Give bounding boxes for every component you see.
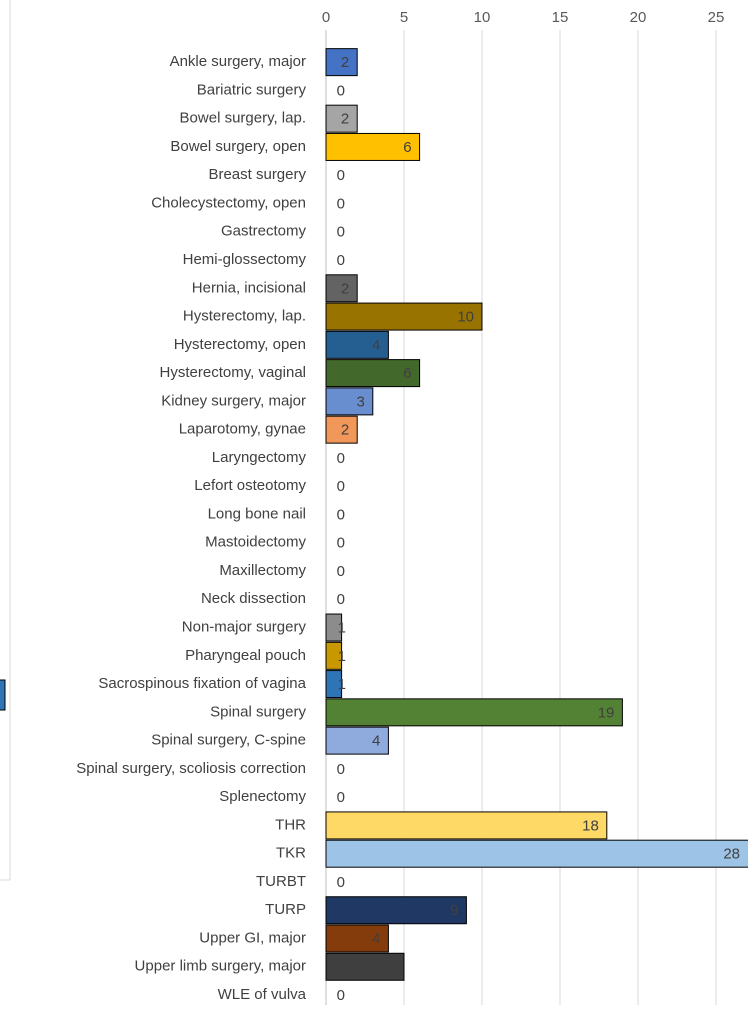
bar (325, 359, 421, 388)
x-tick-label: 5 (400, 9, 408, 26)
data-label: 4 (372, 733, 380, 750)
x-tick-label: 0 (322, 9, 330, 26)
data-label: 6 (403, 365, 411, 382)
data-label: 1 (338, 648, 346, 665)
data-label: 0 (337, 82, 345, 99)
y-tick-label: Cholecystectomy, open (151, 194, 306, 211)
y-tick-label: THR (275, 816, 306, 833)
y-tick-label: Kidney surgery, major (161, 392, 306, 409)
data-label: 9 (450, 902, 458, 919)
data-label: 0 (337, 167, 345, 184)
data-label: 0 (337, 535, 345, 552)
y-tick-label: Long bone nail (208, 505, 306, 522)
y-tick-label: Spinal surgery, C-spine (151, 732, 306, 749)
data-label: 6 (403, 139, 411, 156)
y-tick-label: Bariatric surgery (197, 81, 307, 98)
bar (325, 924, 389, 953)
y-tick-label: Sacrospinous fixation of vagina (98, 675, 306, 692)
x-tick-label: 15 (552, 9, 569, 26)
data-label: 2 (341, 54, 349, 71)
bar (325, 839, 748, 868)
x-tick-label: 10 (474, 9, 491, 26)
data-label: 0 (337, 506, 345, 523)
data-label: 28 (723, 846, 740, 863)
y-tick-label: Hernia, incisional (192, 279, 306, 296)
data-label: 0 (337, 874, 345, 891)
y-tick-label: Non-major surgery (182, 619, 307, 636)
data-label: 2 (341, 280, 349, 297)
data-label: 3 (356, 393, 364, 410)
bar (325, 302, 483, 331)
bar (325, 726, 389, 755)
y-tick-label: Ankle surgery, major (170, 53, 306, 70)
y-tick-label: Hemi-glossectomy (183, 251, 307, 268)
y-tick-label: TURP (265, 901, 306, 918)
y-tick-label: TURBT (256, 873, 306, 890)
data-label: 19 (598, 704, 615, 721)
data-label: 2 (341, 422, 349, 439)
y-tick-label: TKR (276, 845, 306, 862)
bar (325, 48, 358, 77)
data-label: 1 (338, 676, 346, 693)
data-label: 2 (341, 111, 349, 128)
y-tick-label: Hysterectomy, open (174, 336, 306, 353)
y-tick-label: Upper limb surgery, major (135, 958, 306, 975)
data-label: 4 (372, 930, 380, 947)
bar (325, 104, 358, 133)
data-label: 0 (337, 789, 345, 806)
y-tick-label: Gastrectomy (221, 223, 307, 240)
y-tick-label: Spinal surgery (210, 703, 306, 720)
data-label: 0 (337, 450, 345, 467)
y-tick-label: Maxillectomy (219, 562, 306, 579)
bar (325, 896, 467, 925)
data-label: 0 (337, 987, 345, 1004)
x-tick-label: 25 (708, 9, 725, 26)
data-label: 18 (582, 817, 599, 834)
y-tick-label: Bowel surgery, lap. (180, 110, 306, 127)
bar (325, 387, 374, 416)
data-label: 0 (337, 761, 345, 778)
y-tick-label: Laparotomy, gynae (179, 421, 306, 438)
data-label: 5 (388, 959, 396, 976)
y-tick-label: Breast surgery (208, 166, 306, 183)
y-tick-label: Pharyngeal pouch (185, 647, 306, 664)
data-label: 0 (337, 563, 345, 580)
data-label: 0 (337, 252, 345, 269)
y-tick-label: Laryngectomy (212, 449, 307, 466)
bar (325, 698, 623, 727)
y-tick-label: Hysterectomy, vaginal (160, 364, 306, 381)
y-tick-label: Bowel surgery, open (170, 138, 306, 155)
x-tick-label: 20 (630, 9, 647, 26)
data-label: 0 (337, 195, 345, 212)
y-tick-label: Upper GI, major (199, 929, 306, 946)
data-label: 0 (337, 478, 345, 495)
bar (325, 415, 358, 444)
data-label: 0 (337, 224, 345, 241)
data-label: 1 (338, 620, 346, 637)
bar (325, 132, 421, 161)
y-tick-label: Hysterectomy, lap. (183, 308, 306, 325)
legend-fragment (0, 679, 6, 711)
bar (325, 670, 343, 699)
data-label: 10 (457, 309, 474, 326)
bar (325, 274, 358, 303)
data-label: 4 (372, 337, 380, 354)
y-tick-label: Lefort osteotomy (194, 477, 306, 494)
y-tick-label: Mastoidectomy (205, 534, 306, 551)
y-tick-label: Splenectomy (219, 788, 306, 805)
data-label: 0 (337, 591, 345, 608)
y-tick-label: WLE of vulva (218, 986, 307, 1003)
bar (325, 952, 405, 981)
y-tick-label: Neck dissection (201, 590, 306, 607)
bar (325, 613, 343, 642)
bar (325, 330, 389, 359)
bar (325, 811, 608, 840)
bar (325, 641, 343, 670)
y-tick-label: Spinal surgery, scoliosis correction (76, 760, 306, 777)
